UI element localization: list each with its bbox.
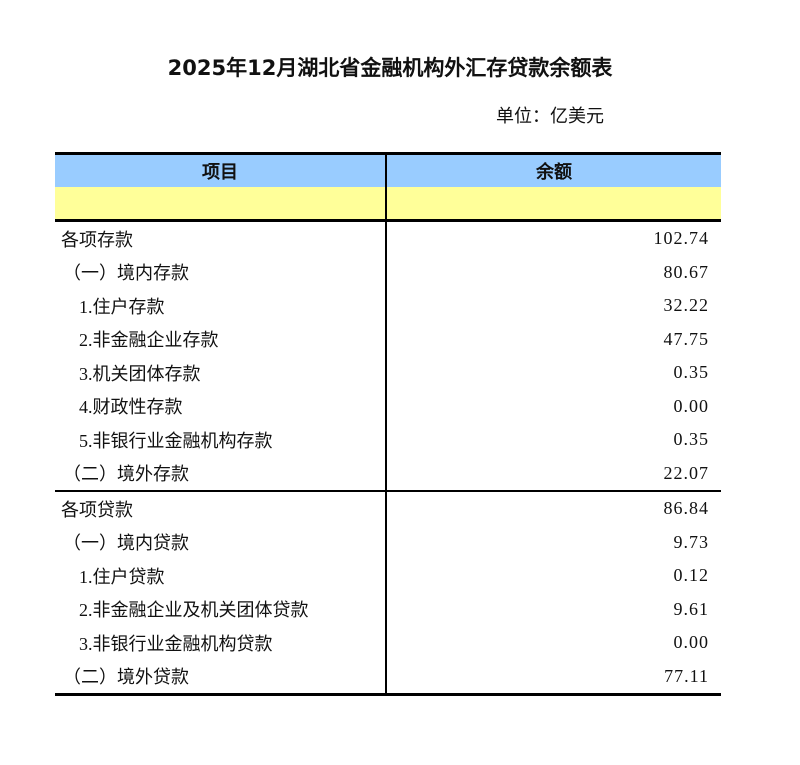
table-row: （一）境内存款 80.67	[55, 255, 721, 289]
row-value: 80.67	[663, 261, 709, 282]
row-value: 47.75	[663, 328, 709, 349]
row-label: 各项存款	[55, 222, 387, 256]
table-row: 2.非金融企业存款 47.75	[55, 322, 721, 356]
table-top-border	[55, 152, 721, 155]
deposits-section: 各项存款 102.74 （一）境内存款 80.67 1.住户存款 32.22 2.非金融企业…	[55, 222, 721, 490]
header-item: 项目	[55, 155, 387, 187]
row-label: （一）境内贷款	[55, 525, 387, 559]
row-label: （二）境外存款	[55, 456, 387, 490]
table-bottom-border	[55, 693, 721, 696]
row-label: 3.非银行业金融机构贷款	[55, 626, 387, 660]
table-row: （二）境外存款 22.07	[55, 456, 721, 490]
row-label: 5.非银行业金融机构存款	[55, 423, 387, 457]
row-value: 0.35	[673, 362, 709, 383]
row-label: 2.非金融企业存款	[55, 322, 387, 356]
table-row: 2.非金融企业及机关团体贷款 9.61	[55, 592, 721, 626]
table-row: 5.非银行业金融机构存款 0.35	[55, 423, 721, 457]
row-label: 3.机关团体存款	[55, 356, 387, 390]
row-label: 4.财政性存款	[55, 389, 387, 423]
row-value: 32.22	[663, 295, 709, 316]
row-label: 1.住户存款	[55, 289, 387, 323]
unit-label: 单位：亿美元	[496, 106, 604, 126]
row-value: 102.74	[653, 228, 709, 249]
row-value: 9.73	[673, 531, 709, 552]
subheader-item	[55, 187, 387, 219]
table-row: 3.机关团体存款 0.35	[55, 356, 721, 390]
section-divider	[55, 490, 721, 492]
table-header: 项目 余额	[55, 155, 721, 187]
table-row: （二）境外贷款 77.11	[55, 659, 721, 693]
row-value: 0.00	[673, 632, 709, 653]
table-row: 各项贷款 86.84	[55, 492, 721, 526]
table-row: （一）境内贷款 9.73	[55, 525, 721, 559]
row-value: 77.11	[664, 665, 709, 686]
row-label: （一）境内存款	[55, 255, 387, 289]
row-value: 86.84	[663, 498, 709, 519]
page-title: 2025年12月湖北省金融机构外汇存贷款余额表	[167, 56, 613, 80]
header-amount: 余额	[536, 162, 572, 183]
table-row: 各项存款 102.74	[55, 222, 721, 256]
row-label: 1.住户贷款	[55, 559, 387, 593]
row-value: 9.61	[673, 598, 709, 619]
table-row: 1.住户存款 32.22	[55, 289, 721, 323]
table-subheader	[55, 187, 721, 219]
balance-table: 项目 余额 各项存款 102.74 （一）境内存款 80.67 1.住户存款 32.22 2…	[55, 152, 721, 696]
subheader-amount	[387, 187, 721, 219]
row-value: 22.07	[663, 462, 709, 483]
table-row: 1.住户贷款 0.12	[55, 559, 721, 593]
row-value: 0.35	[673, 429, 709, 450]
row-label: （二）境外贷款	[55, 659, 387, 693]
row-value: 0.12	[673, 565, 709, 586]
table-row: 3.非银行业金融机构贷款 0.00	[55, 626, 721, 660]
row-label: 2.非金融企业及机关团体贷款	[55, 592, 387, 626]
header-divider	[55, 219, 721, 222]
row-label: 各项贷款	[55, 492, 387, 526]
table-row: 4.财政性存款 0.00	[55, 389, 721, 423]
row-value: 0.00	[673, 395, 709, 416]
loans-section: 各项贷款 86.84 （一）境内贷款 9.73 1.住户贷款 0.12 2.非金融企业及机关…	[55, 492, 721, 693]
